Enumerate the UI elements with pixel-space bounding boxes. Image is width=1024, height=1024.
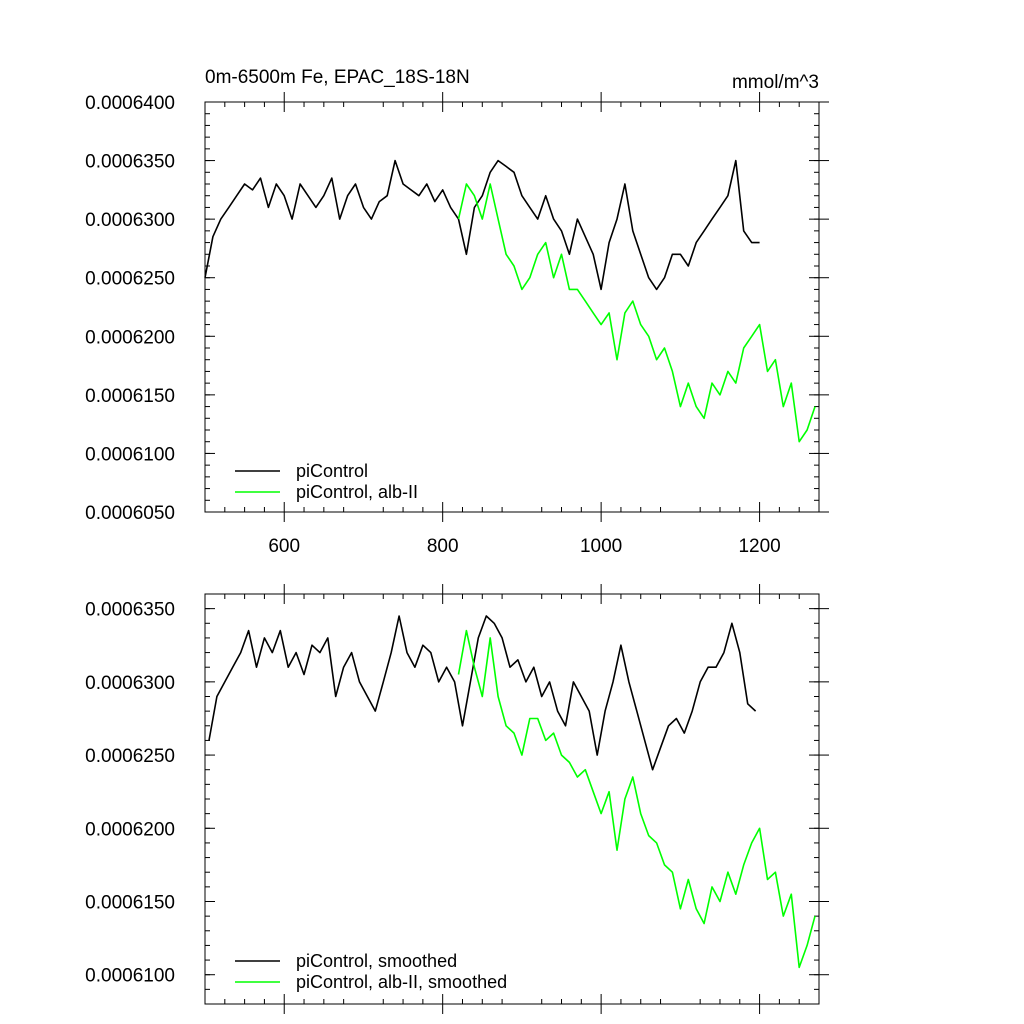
series-line-picontrol-alb-ii <box>457 629 816 969</box>
y-tick-label: 0.0006100 <box>85 966 175 987</box>
y-tick-label: 0.0006250 <box>85 269 175 290</box>
chart-title-1: 0m-6500m Fe, EPAC_18S-18N <box>205 67 470 88</box>
series-group-1 <box>204 159 816 443</box>
y-tick-label: 0.0006100 <box>85 444 175 465</box>
x-tick-label: 800 <box>427 536 459 557</box>
y-tick-label: 0.0006200 <box>85 327 175 348</box>
legend-1: piControl piControl, alb-II <box>235 461 418 502</box>
y-tick-label: 0.0006250 <box>85 746 175 767</box>
y-tick-label: 0.0006150 <box>85 893 175 914</box>
series-line-picontrol <box>208 615 757 771</box>
legend-2: piControl, smoothed piControl, alb-II, s… <box>235 951 507 992</box>
y-tick-label: 0.0006050 <box>85 503 175 524</box>
y-tick-label: 0.0006400 <box>85 93 175 114</box>
series-line-picontrol-alb-ii <box>457 183 816 443</box>
y-tick-label: 0.0006150 <box>85 386 175 407</box>
x-tick-label: 1000 <box>580 536 622 557</box>
units-label-1: mmol/m^3 <box>732 72 819 93</box>
legend-label-picontrol: piControl <box>296 461 368 481</box>
legend-label-picontrol-alb-ii-smoothed: piControl, alb-II, smoothed <box>296 972 507 992</box>
y-tick-label: 0.0006350 <box>85 600 175 621</box>
panel-1: 0m-6500m Fe, EPAC_18S-18N mmol/m^3 600 80… <box>85 67 829 557</box>
axes-2: 0.0006100 0.0006150 0.0006200 0.0006250 0.00… <box>85 584 829 1014</box>
y-tick-label: 0.0006300 <box>85 210 175 231</box>
series-line-picontrol <box>204 159 760 291</box>
plot-frame-1 <box>204 101 820 513</box>
panel-2: 0.0006100 0.0006150 0.0006200 0.0006250 0.00… <box>85 584 829 1014</box>
y-tick-label: 0.0006350 <box>85 152 175 173</box>
y-tick-label: 0.0006200 <box>85 819 175 840</box>
x-tick-label: 600 <box>268 536 300 557</box>
x-tick-label: 1200 <box>738 536 780 557</box>
y-tick-label: 0.0006300 <box>85 673 175 694</box>
legend-label-picontrol-smoothed: piControl, smoothed <box>296 951 457 971</box>
legend-label-picontrol-alb-ii: piControl, alb-II <box>296 482 418 502</box>
axes-1: 600 800 1000 1200 0.0006050 0.0006100 0.000615… <box>85 92 829 557</box>
series-group-2 <box>208 615 816 969</box>
